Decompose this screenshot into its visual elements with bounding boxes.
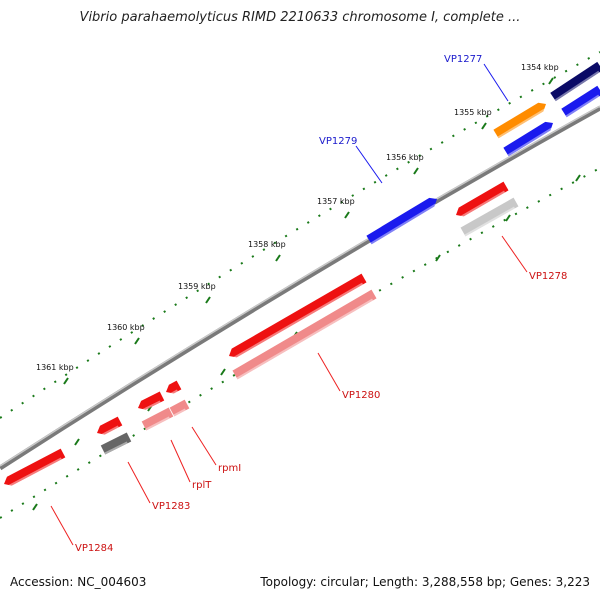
gene-label-vp1284[interactable]: VP1284 <box>75 543 113 554</box>
accession-text: Accession: NC_004603 <box>10 575 147 589</box>
tick-labels: 1354 kbp 1355 kbp 1356 kbp 1357 kbp 1358… <box>36 63 559 372</box>
gene-plus-mid-right[interactable] <box>503 121 553 157</box>
major-tick <box>575 174 581 182</box>
gene-vp1284-highlight <box>5 457 62 489</box>
gene-label-vp1279[interactable]: VP1279 <box>319 136 357 147</box>
tick-label: 1357 kbp <box>317 197 355 206</box>
gene-vp1278-rna-highlight <box>464 206 515 237</box>
gene-vp1276-highlight <box>554 70 600 102</box>
outer-tick-track <box>0 51 600 419</box>
gene-vp1283-highlight <box>98 425 119 438</box>
major-tick <box>505 214 511 222</box>
gene-rplt-rna-highlight <box>145 416 170 431</box>
gene-label-vp1278[interactable]: VP1278 <box>529 271 567 282</box>
gene-vp1279[interactable] <box>366 197 437 245</box>
gene-vp1279-highlight <box>370 203 437 245</box>
major-tick <box>220 368 226 376</box>
gene-vp1278-highlight <box>457 190 506 220</box>
chromosome-backbone <box>0 105 600 471</box>
gene-rplt[interactable] <box>138 391 165 410</box>
tick-label: 1355 kbp <box>454 108 492 117</box>
gene-vp1276[interactable] <box>550 61 600 102</box>
major-tick <box>205 296 211 304</box>
tick-label: 1356 kbp <box>386 153 424 162</box>
major-tick <box>74 438 80 446</box>
major-tick <box>32 503 38 511</box>
gene-plus-mid-right-highlight <box>507 127 553 157</box>
inner-tick-track <box>0 167 600 519</box>
gene-vp1283[interactable] <box>97 416 123 435</box>
major-tick <box>435 254 441 262</box>
gene-rpmi-highlight <box>167 389 178 397</box>
gene-rpmi-rna[interactable] <box>169 399 190 417</box>
gene-vp1280-highlight <box>230 282 364 361</box>
major-tick <box>344 211 350 219</box>
major-tick <box>134 337 140 345</box>
tick-label: 1358 kbp <box>248 240 286 249</box>
major-tick <box>63 377 69 385</box>
gene-vp1278-rna[interactable] <box>460 197 519 237</box>
label-leaders <box>50 63 528 546</box>
chromosome-backbone-highlight <box>0 105 600 467</box>
gene-vp1280[interactable] <box>229 273 367 358</box>
gene-plus-upper-right[interactable] <box>561 85 600 118</box>
gene-features <box>4 61 600 489</box>
leader-vp1283 <box>127 461 151 504</box>
gene-label-vp1280[interactable]: VP1280 <box>342 390 380 401</box>
gene-rplt-highlight <box>139 400 161 413</box>
major-tick <box>275 254 281 262</box>
leader-vp1284 <box>50 505 74 546</box>
map-title: Vibrio parahaemolyticus RIMD 2210633 chr… <box>79 10 521 25</box>
tick-label: 1359 kbp <box>178 282 216 291</box>
gene-rpmi[interactable] <box>166 380 182 394</box>
gene-rplt-rna[interactable] <box>141 407 174 431</box>
major-tick <box>481 122 487 130</box>
gene-vp1283-rna[interactable] <box>100 432 132 455</box>
gene-vp1277-highlight <box>497 108 546 139</box>
gene-label-rpmi[interactable]: rpmI <box>218 463 241 474</box>
gene-vp1280-rna[interactable] <box>232 289 377 380</box>
leader-vp1277 <box>483 63 509 102</box>
leader-vp1279 <box>355 145 383 184</box>
gene-plus-upper-right-highlight <box>565 94 600 118</box>
gene-vp1280-rna-highlight <box>236 298 374 380</box>
gene-vp1278[interactable] <box>456 181 509 217</box>
tick-label: 1354 kbp <box>521 63 559 72</box>
gene-label-vp1283[interactable]: VP1283 <box>152 501 190 512</box>
major-tick <box>548 77 554 85</box>
tick-label: 1361 kbp <box>36 363 74 372</box>
gene-vp1277[interactable] <box>493 102 546 139</box>
leader-vp1278 <box>501 235 528 273</box>
tick-label: 1360 kbp <box>107 323 145 332</box>
gene-vp1283-rna-highlight <box>104 441 128 455</box>
genome-summary-text: Topology: circular; Length: 3,288,558 bp… <box>260 575 590 589</box>
leader-vp1280 <box>317 352 341 392</box>
leader-rplt <box>170 439 191 483</box>
gene-vp1284[interactable] <box>4 448 66 486</box>
gene-label-vp1277[interactable]: VP1277 <box>444 54 482 65</box>
major-tick <box>413 167 419 175</box>
gene-label-rplt[interactable]: rplT <box>192 480 212 491</box>
gene-rpmi-rna-highlight <box>173 408 186 417</box>
gene-labels: VP1277 VP1279 VP1278 VP1280 rpmI rplT VP… <box>75 54 567 554</box>
leader-rpmi <box>191 426 217 466</box>
